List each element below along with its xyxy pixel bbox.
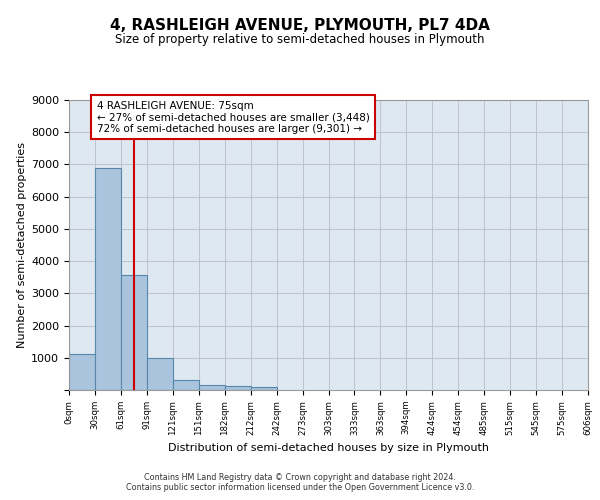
Bar [69, 354, 95, 390]
Y-axis label: Number of semi-detached properties: Number of semi-detached properties [17, 142, 27, 348]
Bar [199, 385, 225, 390]
Bar [147, 358, 173, 390]
Text: 4, RASHLEIGH AVENUE, PLYMOUTH, PL7 4DA: 4, RASHLEIGH AVENUE, PLYMOUTH, PL7 4DA [110, 18, 490, 32]
Bar [95, 168, 121, 390]
Bar [251, 388, 277, 390]
Bar [173, 380, 199, 390]
Text: 4 RASHLEIGH AVENUE: 75sqm
← 27% of semi-detached houses are smaller (3,448)
72% : 4 RASHLEIGH AVENUE: 75sqm ← 27% of semi-… [97, 100, 370, 134]
Text: Size of property relative to semi-detached houses in Plymouth: Size of property relative to semi-detach… [115, 32, 485, 46]
Bar [225, 386, 251, 390]
Text: Contains HM Land Registry data © Crown copyright and database right 2024.
Contai: Contains HM Land Registry data © Crown c… [126, 473, 474, 492]
Bar [121, 276, 147, 390]
X-axis label: Distribution of semi-detached houses by size in Plymouth: Distribution of semi-detached houses by … [168, 443, 489, 453]
